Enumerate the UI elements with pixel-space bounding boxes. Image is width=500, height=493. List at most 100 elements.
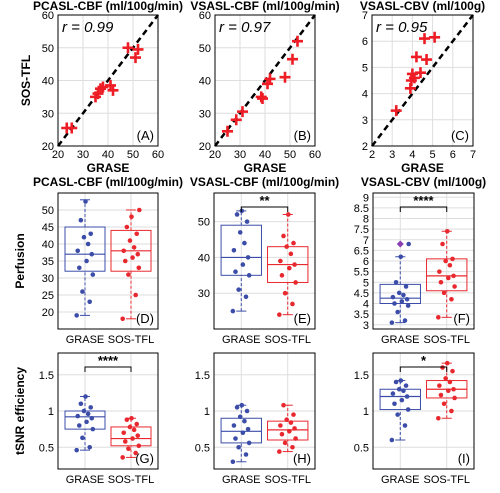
data-point [452, 395, 457, 401]
data-point [222, 125, 233, 137]
y-tick-label: 50 [198, 217, 210, 229]
data-point [288, 251, 294, 257]
data-point [233, 436, 238, 441]
data-point [75, 413, 81, 419]
data-point [129, 415, 134, 421]
data-point [398, 378, 404, 383]
data-point [405, 407, 411, 412]
correlation-label: r = 0.99 [62, 19, 114, 36]
data-point [130, 52, 141, 64]
data-point [90, 272, 96, 277]
significance-label: **** [98, 353, 119, 368]
x-tick-label: SOS-TFL [424, 474, 470, 486]
x-tick-label: GRASE [222, 334, 261, 346]
panel-label: (B) [294, 128, 311, 143]
data-point [444, 360, 450, 366]
data-point [277, 449, 282, 454]
data-point [237, 414, 243, 420]
data-point [84, 258, 89, 264]
data-point [390, 294, 396, 300]
axes-frame [372, 192, 475, 330]
data-point [390, 391, 396, 396]
panel-label: (H) [293, 451, 311, 466]
y-tick-label: 20 [42, 307, 54, 319]
data-point [277, 312, 282, 317]
data-point [133, 450, 138, 456]
x-tick-label: 5 [430, 149, 436, 161]
panel-title: VSASL-CBF (ml/100g/min) [190, 0, 339, 13]
data-point [449, 296, 454, 302]
data-point [279, 431, 285, 437]
data-point [401, 388, 406, 394]
data-point [84, 419, 89, 425]
data-point [81, 408, 87, 414]
x-tick-label: SOS-TFL [265, 334, 311, 346]
data-point [281, 402, 286, 408]
data-point [438, 279, 444, 285]
data-point [124, 224, 130, 230]
x-tick-label: 30 [234, 149, 246, 161]
data-point [126, 446, 131, 452]
data-point [410, 51, 422, 63]
data-point [429, 31, 441, 43]
data-point [437, 269, 442, 274]
data-point [392, 401, 397, 407]
data-point [440, 241, 445, 247]
y-tick-label: 8 [363, 214, 369, 226]
data-point [90, 426, 96, 432]
data-point [87, 299, 92, 305]
data-point [281, 233, 286, 239]
data-point [401, 292, 406, 298]
outlier-marker [396, 240, 404, 248]
data-point [234, 405, 240, 410]
data-point [132, 43, 144, 55]
x-tick-label: 20 [52, 149, 64, 161]
data-point [78, 217, 84, 223]
data-point [240, 430, 246, 436]
y-tick-label: 50 [199, 43, 211, 55]
significance-bracket [84, 366, 132, 372]
y-tick-label: 1 [48, 406, 54, 418]
data-point [404, 296, 410, 302]
panel-title: VSASL-CBV (ml/100g) [361, 175, 486, 189]
data-point [246, 273, 252, 278]
data-point [237, 106, 248, 118]
data-point [136, 265, 142, 271]
data-point [399, 397, 405, 403]
y-tick-label: 4.5 [354, 288, 369, 300]
x-tick-label: SOS-TFL [424, 334, 470, 346]
data-point [438, 392, 444, 398]
data-point [88, 405, 94, 410]
y-tick-label: 40 [42, 76, 54, 88]
data-point [75, 248, 81, 254]
y-tick-label: 1 [204, 406, 210, 418]
data-point [292, 426, 297, 431]
data-point [245, 255, 251, 260]
y-tick-label: 6.5 [354, 245, 369, 257]
y-tick-label: 3 [362, 115, 368, 127]
axes-frame [57, 14, 159, 147]
data-point [452, 284, 457, 289]
panel-label: (G) [135, 451, 154, 466]
axes-frame [371, 14, 474, 147]
y-tick-label: 30 [42, 273, 54, 285]
data-point [74, 313, 79, 318]
data-point [443, 376, 448, 381]
x-tick-label: GRASE [66, 474, 105, 486]
data-point [76, 265, 82, 271]
data-point [290, 301, 295, 307]
data-point [389, 437, 395, 443]
y-tick-label: 4 [362, 89, 368, 101]
y-tick-label: 50 [42, 205, 54, 217]
y-tick-label: 4 [363, 299, 369, 311]
data-point [450, 368, 455, 374]
y-tick-label: 40 [198, 252, 210, 264]
data-point [83, 199, 88, 204]
data-point [437, 383, 442, 388]
data-point [287, 429, 292, 434]
y-tick-label: 3 [363, 320, 369, 332]
axes-frame [213, 192, 316, 330]
y-tick-label: 1.5 [354, 370, 369, 382]
data-point [446, 388, 451, 394]
